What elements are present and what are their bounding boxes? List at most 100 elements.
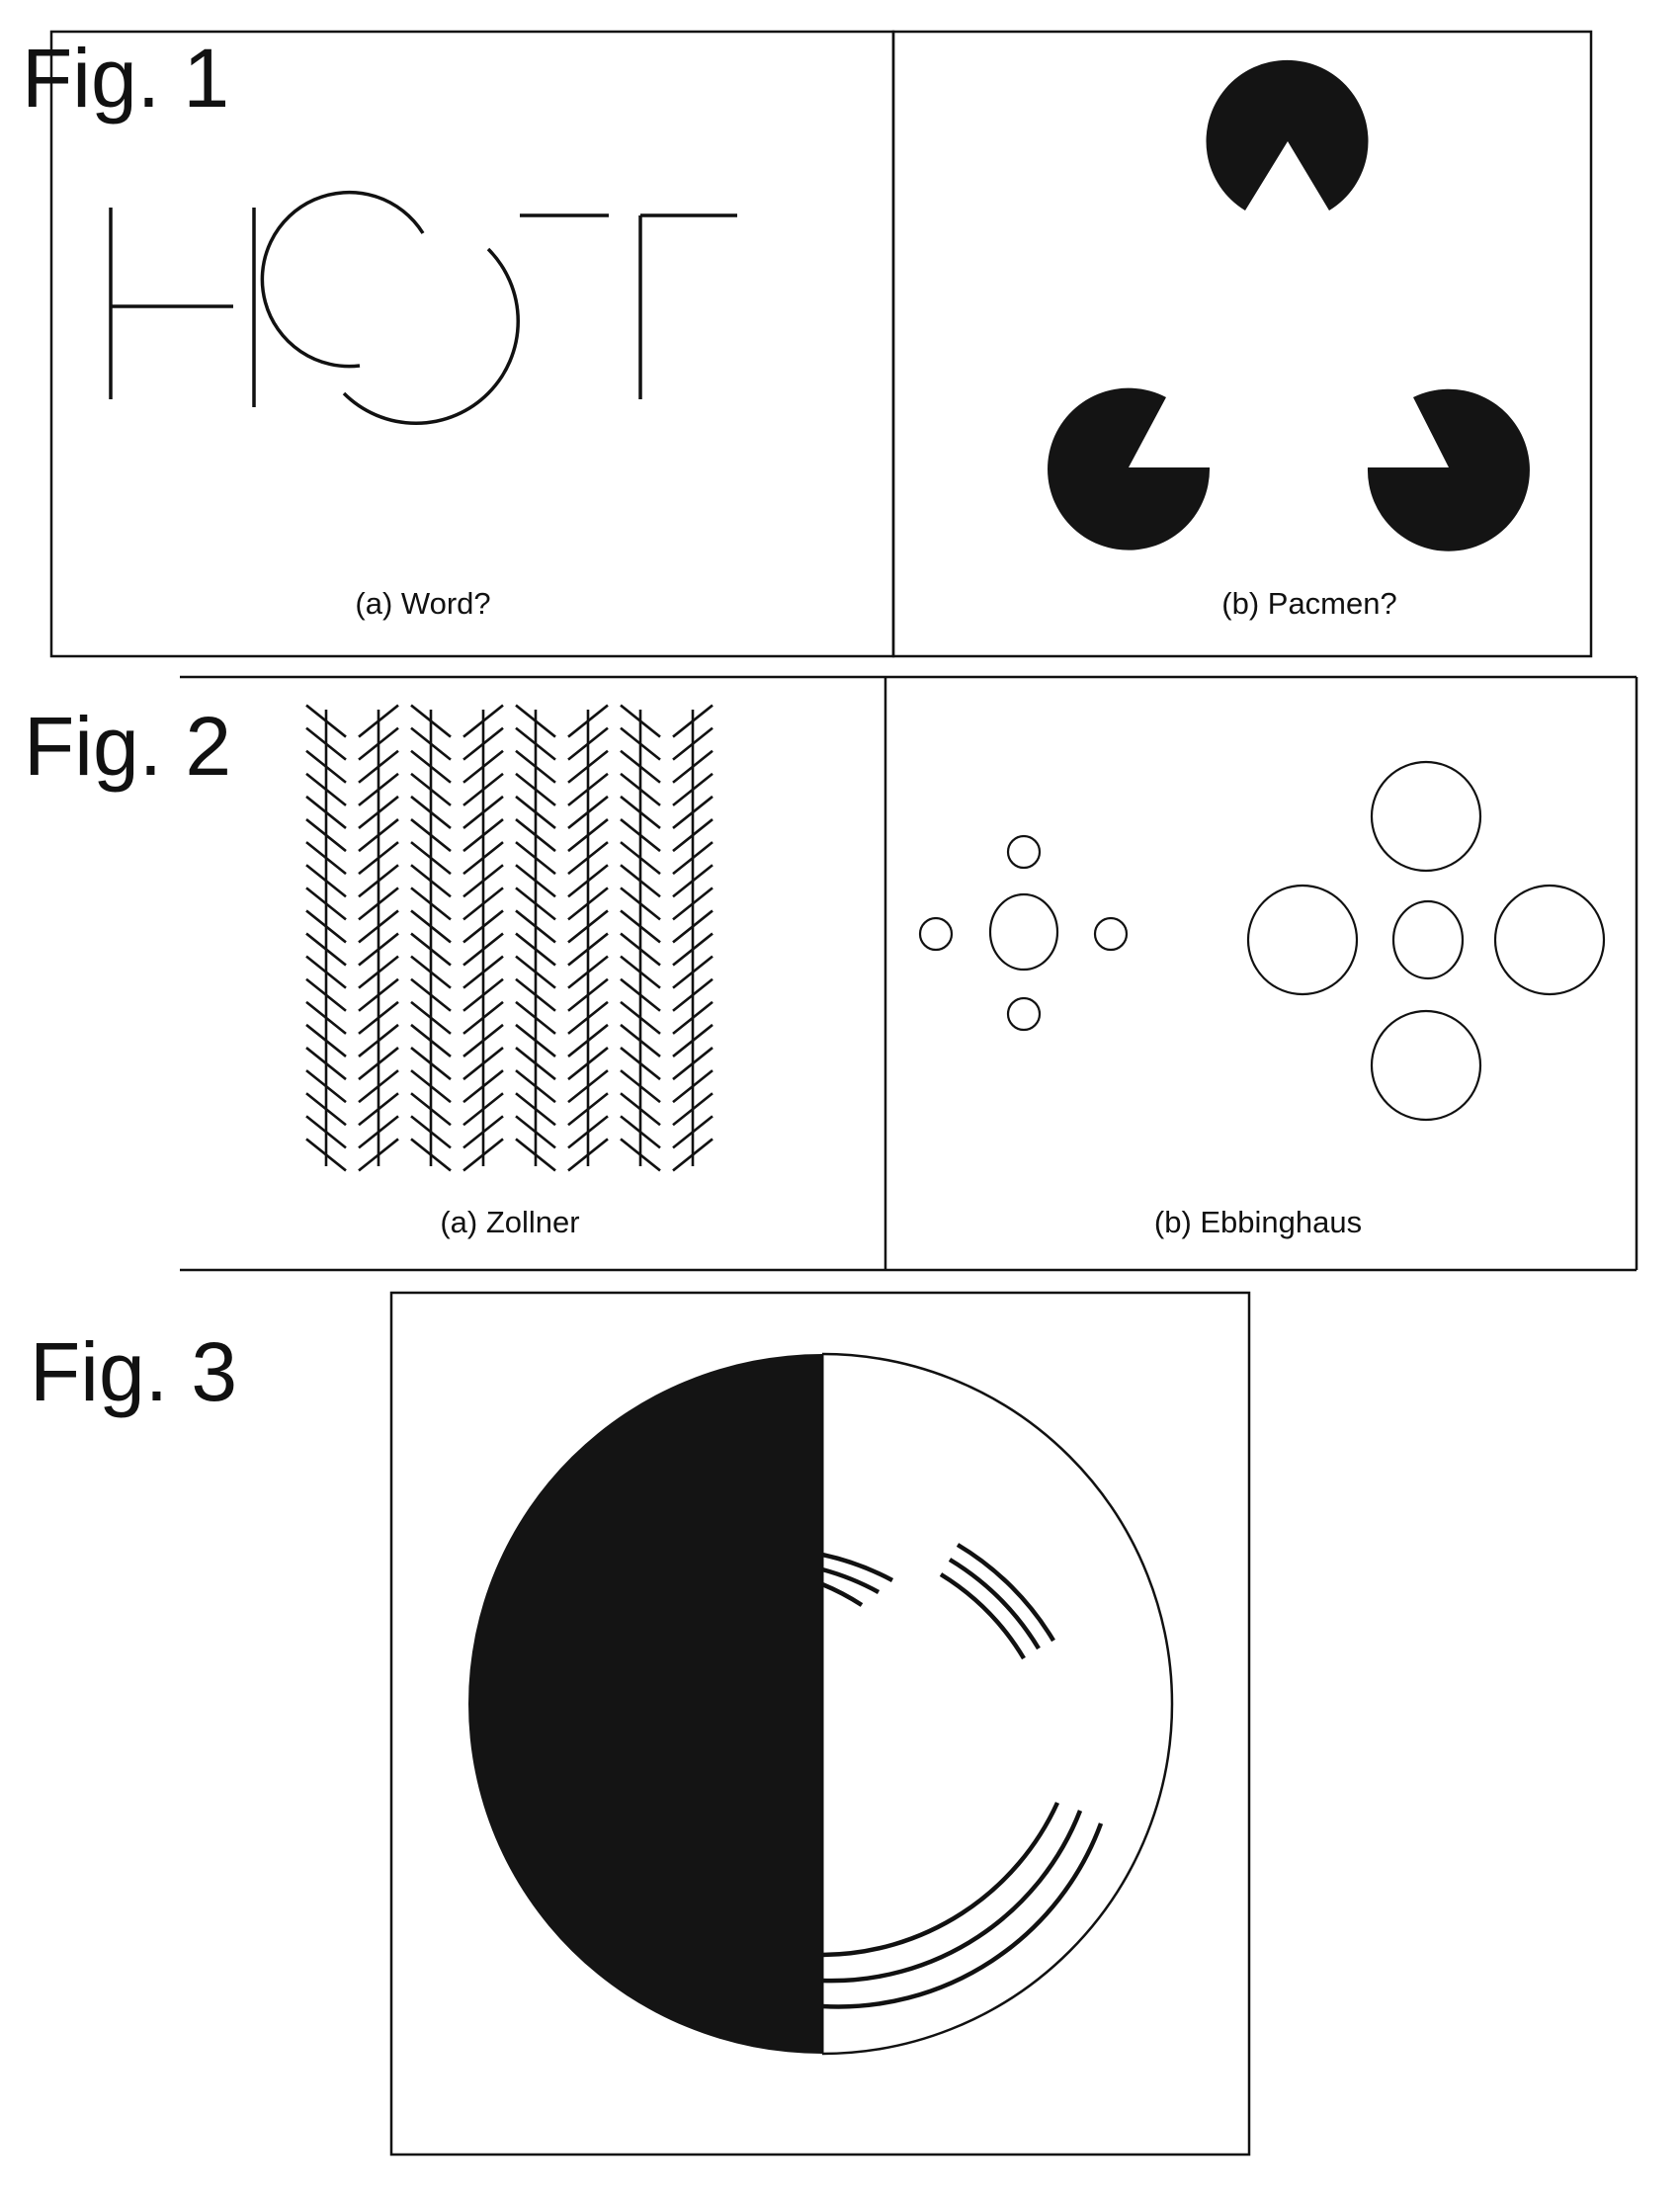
zollner-hatch <box>567 1115 609 1149</box>
zollner-hatch <box>305 1047 347 1081</box>
zollner-hatch <box>672 1000 714 1035</box>
zollner-hatch <box>410 909 452 944</box>
zollner-hatch <box>462 1138 504 1172</box>
zollner-hatch <box>358 1000 399 1035</box>
zollner-hatch <box>305 1023 347 1057</box>
zollner-hatch <box>305 749 347 784</box>
zollner-hatch <box>515 841 556 876</box>
zollner-hatch <box>305 864 347 898</box>
zollner-hatch <box>358 1115 399 1149</box>
zollner-hatch <box>620 1023 661 1057</box>
zollner-hatch <box>410 772 452 806</box>
panel-1a-frame <box>49 30 895 658</box>
zollner-hatch <box>672 1023 714 1057</box>
ebbinghaus-large-top <box>1370 760 1482 873</box>
zollner-hatch <box>305 977 347 1012</box>
zollner-hatch <box>620 1115 661 1149</box>
zollner-hatch <box>358 1069 399 1104</box>
zollner-hatch <box>672 932 714 967</box>
zollner-hatch <box>567 1138 609 1172</box>
arc-bottom-1 <box>821 1802 1060 1958</box>
zollner-hatch <box>672 887 714 921</box>
zollner-hatch <box>410 887 452 921</box>
zollner-hatch <box>515 1115 556 1149</box>
zollner-hatch <box>462 818 504 853</box>
zollner-hatch <box>567 887 609 921</box>
ebbinghaus-small-bottom <box>1006 996 1042 1032</box>
zollner-hatch <box>567 749 609 784</box>
zollner-hatch <box>620 909 661 944</box>
zollner-hatch <box>410 1092 452 1127</box>
zollner-hatch <box>567 1092 609 1127</box>
zollner-hatch <box>515 704 556 738</box>
zollner-hatch <box>515 977 556 1012</box>
zollner-hatch <box>515 932 556 967</box>
zollner-hatch <box>462 749 504 784</box>
zollner-hatch <box>358 1092 399 1127</box>
zollner-hatch <box>515 726 556 761</box>
figure-3: Fig. 3 <box>30 1291 1251 2157</box>
zollner-hatch <box>462 1047 504 1081</box>
zollner-hatch <box>620 864 661 898</box>
zollner-hatch <box>305 795 347 829</box>
arc-upper-left-1 <box>821 1552 894 1582</box>
zollner-hatch <box>515 772 556 806</box>
panel-1b-frame <box>891 30 1593 658</box>
arc-upper-right-2 <box>948 1558 1041 1650</box>
arcs-bottom-group <box>821 1802 1104 2009</box>
zollner-hatch <box>410 977 452 1012</box>
zollner-hatch <box>410 1000 452 1035</box>
caption-2a: (a) Zollner <box>440 1205 579 1239</box>
zollner-hatch <box>515 1069 556 1104</box>
zollner-hatch <box>672 1069 714 1104</box>
zollner-hatch <box>672 1047 714 1081</box>
figure-2: Fig. 2 (a) Zollner (b) Ebbinghaus <box>24 675 1638 1272</box>
zollner-hatch <box>462 1115 504 1149</box>
zollner-hatch <box>410 795 452 829</box>
ebbinghaus-large-right <box>1493 884 1606 996</box>
zollner-hatch <box>515 864 556 898</box>
caption-1a: (a) Word? <box>355 586 490 621</box>
zollner-hatch <box>672 841 714 876</box>
zollner-hatch <box>305 818 347 853</box>
zollner-hatch <box>358 772 399 806</box>
zollner-hatch <box>567 841 609 876</box>
arc-bottom-3 <box>821 1822 1104 2009</box>
zollner-hatch <box>672 864 714 898</box>
zollner-hatch <box>672 818 714 853</box>
zollner-hatch <box>620 977 661 1012</box>
zollner-hatch <box>305 841 347 876</box>
zollner-hatch <box>358 1047 399 1081</box>
zollner-hatch <box>462 932 504 967</box>
zollner-hatch <box>462 887 504 921</box>
zollner-hatch <box>672 1115 714 1149</box>
zollner-hatch <box>410 1069 452 1104</box>
zollner-hatch <box>515 1023 556 1057</box>
zollner-hatch <box>515 1000 556 1035</box>
zollner-hatch <box>672 909 714 944</box>
zollner-hatch <box>305 932 347 967</box>
zollner-hatch <box>410 818 452 853</box>
zollner-hatch <box>462 1092 504 1127</box>
zollner-hatch <box>567 1023 609 1057</box>
zollner-hatch <box>462 795 504 829</box>
ebbinghaus-left-group <box>918 834 1129 1032</box>
zollner-hatch <box>410 704 452 738</box>
zollner-hatch <box>462 841 504 876</box>
zollner-hatch <box>620 887 661 921</box>
zollner-hatch <box>305 704 347 738</box>
zollner-hatch <box>358 726 399 761</box>
zollner-hatch <box>567 818 609 853</box>
zollner-hatch <box>620 932 661 967</box>
zollner-hatch <box>305 1115 347 1149</box>
zollner-hatch <box>410 749 452 784</box>
caption-1b: (b) Pacmen? <box>1221 586 1396 621</box>
zollner-hatch <box>515 749 556 784</box>
disc-white-half-outline <box>821 1352 1174 2056</box>
zollner-hatch <box>567 932 609 967</box>
zollner-hatch <box>672 1092 714 1127</box>
zollner-hatch <box>620 1092 661 1127</box>
zollner-hatch <box>672 726 714 761</box>
zollner-hatch <box>410 841 452 876</box>
arcs-upper-right-group <box>939 1543 1055 1660</box>
